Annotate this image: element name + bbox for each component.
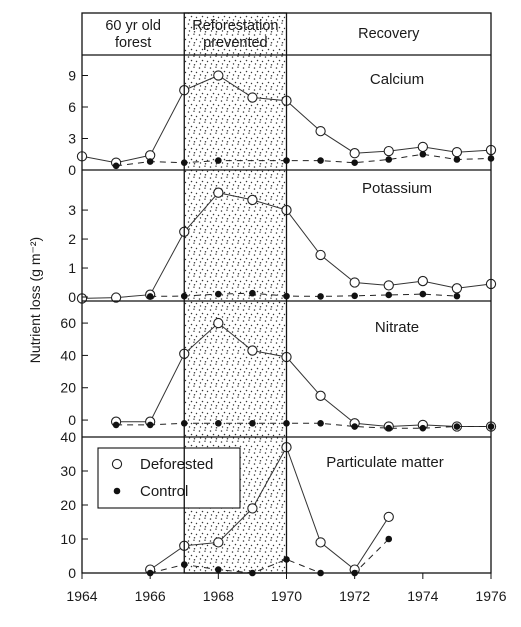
control-point [112, 421, 120, 429]
legend-label: Deforested [140, 456, 213, 473]
panel-title: Nitrate [375, 319, 419, 336]
deforested-point [315, 390, 326, 401]
deforested-point [417, 275, 428, 287]
x-tick-label: 1964 [66, 588, 97, 604]
y-tick-label: 20 [60, 497, 76, 513]
x-tick-label: 1966 [135, 588, 166, 604]
deforested-point [110, 292, 122, 303]
legend-box [97, 447, 241, 509]
panel-title: Particulate matter [326, 454, 444, 471]
control-point [146, 293, 154, 300]
deforested-point [451, 283, 463, 294]
x-tick-label: 1972 [339, 588, 370, 604]
phase-label: Reforestation [192, 18, 278, 34]
control-point [351, 292, 358, 300]
y-tick-label: 0 [68, 565, 76, 581]
deforested-point [315, 249, 326, 261]
control-point [146, 421, 154, 429]
control-point [385, 156, 393, 163]
legend-label: Control [140, 483, 188, 500]
deforested-point [247, 194, 258, 206]
deforested-point [247, 345, 258, 356]
control-point [385, 424, 393, 432]
control-point [419, 424, 427, 432]
phase-label: forest [115, 35, 151, 51]
y-tick-label: 20 [60, 380, 76, 396]
deforested-point [383, 145, 394, 157]
deforested-point [315, 125, 326, 137]
control-series-line [150, 538, 390, 574]
y-tick-label: 40 [60, 429, 76, 445]
deforested-series-line [149, 445, 390, 571]
deforested-point [247, 92, 258, 103]
y-tick-label: 60 [60, 315, 76, 331]
y-tick-label: 10 [60, 531, 76, 547]
control-point [317, 157, 324, 164]
deforested-point [451, 146, 463, 158]
x-tick-label: 1974 [407, 588, 438, 604]
deforested-point [213, 317, 224, 329]
panel-title: Potassium [362, 180, 432, 197]
y-tick-label: 40 [60, 347, 76, 363]
y-tick-label: 3 [68, 131, 76, 147]
y-tick-label: 0 [68, 162, 76, 178]
phase-label: 60 yr old [105, 18, 161, 34]
x-tick-label: 1968 [203, 588, 234, 604]
control-point [249, 420, 256, 427]
deforested-point [247, 503, 258, 514]
control-point [249, 289, 256, 297]
control-point [351, 423, 358, 430]
control-series-line [150, 292, 457, 297]
legend-control-marker [113, 487, 121, 495]
deforested-series-line [116, 322, 491, 428]
y-axis-title: Nutrient loss (g m⁻²) [27, 237, 43, 363]
phase-label: Recovery [358, 26, 420, 42]
x-tick-label: 1970 [271, 588, 302, 604]
y-tick-label: 2 [68, 231, 76, 247]
control-series-line [116, 422, 491, 429]
deforested-point [213, 537, 224, 548]
control-point [215, 290, 222, 298]
x-tick-label: 1976 [475, 588, 506, 604]
legend: Deforested Control [97, 447, 241, 509]
control-point [453, 156, 461, 163]
deforested-point [349, 277, 360, 288]
deforested-point [315, 537, 326, 548]
control-point [215, 420, 222, 427]
y-tick-label: 6 [68, 99, 76, 115]
panel-title: Calcium [370, 71, 424, 88]
control-point [385, 535, 393, 543]
control-point [385, 291, 393, 299]
control-point [453, 292, 461, 300]
y-tick-label: 0 [68, 289, 76, 305]
y-tick-label: 30 [60, 463, 76, 479]
control-point [351, 159, 358, 166]
y-tick-label: 0 [68, 412, 76, 428]
deforested-point [349, 148, 360, 159]
shaded-phase-border [183, 12, 288, 574]
deforested-point [213, 187, 224, 198]
control-series-line [116, 153, 492, 167]
deforested-point [383, 511, 394, 523]
control-point [317, 420, 324, 427]
control-point [453, 423, 461, 430]
legend-deforested-marker [111, 458, 123, 470]
y-tick-label: 1 [68, 260, 76, 276]
deforested-point [417, 141, 428, 153]
control-point [146, 158, 154, 165]
control-point [112, 162, 120, 170]
y-tick-label: 9 [68, 68, 76, 84]
deforested-point [383, 280, 394, 291]
control-point [419, 150, 427, 158]
phase-label: prevented [203, 35, 268, 51]
control-point [317, 293, 324, 300]
deforested-point [213, 70, 224, 81]
control-point [215, 157, 222, 164]
y-tick-label: 3 [68, 202, 76, 218]
control-point [215, 566, 222, 573]
control-point [419, 290, 427, 298]
